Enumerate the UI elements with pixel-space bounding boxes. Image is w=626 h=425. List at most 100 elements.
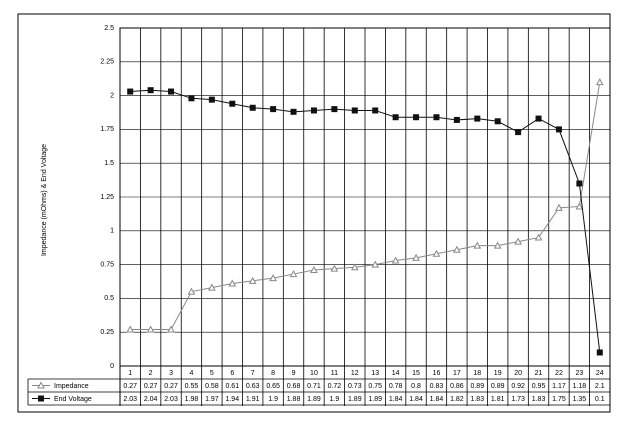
table-cell: 0.89: [470, 383, 484, 390]
x-tick-label: 7: [251, 370, 255, 377]
x-tick-label: 1: [128, 370, 132, 377]
x-tick-label: 23: [575, 370, 583, 377]
y-tick-label: 1.5: [104, 160, 114, 167]
marker: [188, 95, 195, 102]
marker: [38, 395, 44, 402]
y-tick-label: 1.25: [100, 194, 114, 201]
marker: [229, 100, 236, 107]
marker: [147, 87, 154, 94]
x-tick-label: 17: [453, 370, 461, 377]
marker: [167, 325, 175, 333]
table-cell: 0.95: [532, 383, 546, 390]
chart-frame: [17, 13, 611, 413]
plot-area: [119, 27, 611, 367]
table-cell: 1.84: [389, 396, 403, 403]
table-cell: 0.8: [411, 383, 421, 390]
y-tick-label: 0.5: [104, 295, 114, 302]
marker: [433, 114, 440, 121]
legend-label: Impedance: [54, 383, 89, 390]
x-tick-label: 14: [392, 370, 400, 377]
x-tick-label: 18: [473, 370, 481, 377]
marker: [248, 276, 257, 284]
y-tick-label: 2: [110, 92, 114, 99]
table-cell: 0.27: [164, 383, 178, 390]
x-tick-label: 24: [596, 370, 604, 377]
table-cell: 1.18: [573, 383, 587, 390]
marker: [575, 202, 584, 210]
x-tick-label: 6: [230, 370, 234, 377]
y-tick-label: 0.75: [100, 261, 114, 268]
table-cell: 2.03: [123, 396, 137, 403]
table-cell: 1.73: [511, 396, 525, 403]
table-cell: 2.1: [595, 383, 605, 390]
y-tick-label: 2.25: [100, 59, 114, 66]
x-tick-label: 21: [535, 370, 543, 377]
table-cell: 0.27: [144, 383, 158, 390]
marker: [187, 287, 196, 295]
table-cell: 2.03: [164, 396, 178, 403]
table-cell: 1.17: [552, 383, 566, 390]
legend-label: End Voltage: [54, 396, 92, 403]
table-cell: 1.9: [268, 396, 278, 403]
table-cell: 0.92: [511, 383, 525, 390]
table-cell: 0.68: [287, 383, 301, 390]
marker: [595, 78, 604, 86]
table-cell: 1.84: [409, 396, 423, 403]
table-cell: 0.71: [307, 383, 321, 390]
table-cell: 0.86: [450, 383, 464, 390]
marker: [453, 245, 461, 253]
table-cell: 0.63: [246, 383, 260, 390]
marker: [290, 108, 297, 115]
marker: [270, 106, 277, 113]
marker: [208, 283, 216, 291]
table-cell: 1.97: [205, 396, 219, 403]
table-cell: 0.1: [595, 396, 605, 403]
table-cell: 0.73: [348, 383, 362, 390]
marker: [269, 274, 277, 282]
marker: [453, 116, 460, 123]
marker: [127, 88, 134, 95]
y-tick-label: 0.25: [100, 329, 114, 336]
marker: [289, 270, 298, 278]
marker: [555, 126, 562, 133]
marker: [391, 256, 400, 264]
x-tick-label: 8: [271, 370, 275, 377]
table-cell: 0.65: [266, 383, 280, 390]
table-cell: 1.83: [470, 396, 484, 403]
table-cell: 0.72: [328, 383, 342, 390]
table-cell: 1.82: [450, 396, 464, 403]
table-cell: 0.83: [430, 383, 444, 390]
marker: [371, 260, 380, 268]
x-tick-label: 10: [310, 370, 318, 377]
marker: [412, 253, 420, 261]
table-cell: 0.89: [491, 383, 505, 390]
y-axis-label: Impedance (mOhms) & End Voltage: [41, 144, 48, 256]
marker: [494, 118, 501, 125]
table-cell: 1.83: [532, 396, 546, 403]
table-cell: 1.94: [225, 396, 239, 403]
x-tick-label: 11: [331, 370, 338, 377]
table-cell: 1.98: [185, 396, 199, 403]
marker: [37, 381, 45, 389]
y-tick-label: 1: [110, 228, 114, 235]
x-tick-label: 13: [371, 370, 379, 377]
marker: [372, 107, 379, 114]
table-cell: 0.58: [205, 383, 219, 390]
marker: [310, 265, 318, 274]
table-cell: 0.75: [368, 383, 382, 390]
x-tick-label: 5: [210, 370, 214, 377]
marker: [473, 241, 482, 249]
series-line: [130, 81, 601, 330]
x-tick-label: 12: [351, 370, 359, 377]
y-tick-label: 2.5: [104, 25, 114, 32]
table-cell: 0.27: [123, 383, 137, 390]
marker: [596, 349, 603, 356]
table-cell: 1.81: [491, 396, 505, 403]
marker: [228, 279, 237, 287]
marker: [249, 104, 256, 111]
marker: [555, 203, 563, 211]
table-cell: 1.89: [348, 396, 362, 403]
x-tick-label: 3: [169, 370, 173, 377]
